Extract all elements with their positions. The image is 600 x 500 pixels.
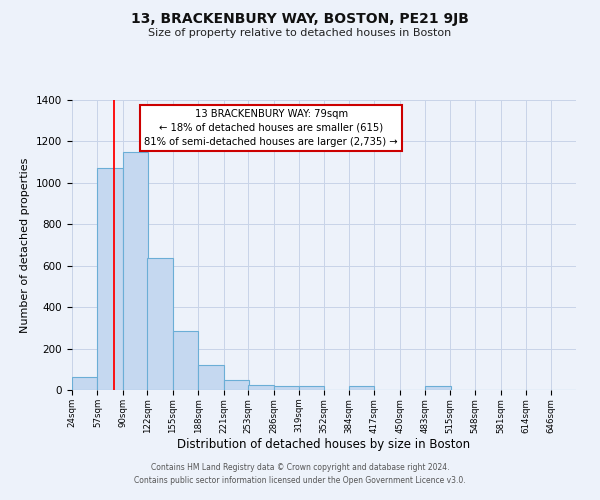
Bar (349, 386, 374, 390)
Text: Size of property relative to detached houses in Boston: Size of property relative to detached ho… (148, 28, 452, 38)
Bar (97, 168, 123, 390)
Bar (224, 380, 249, 390)
Bar (198, 365, 224, 390)
Text: 13, BRACKENBURY WAY, BOSTON, PE21 9JB: 13, BRACKENBURY WAY, BOSTON, PE21 9JB (131, 12, 469, 26)
Bar (72, 376, 97, 390)
Bar (299, 386, 325, 390)
X-axis label: Distribution of detached houses by size in Boston: Distribution of detached houses by size … (178, 438, 470, 451)
Bar (173, 331, 198, 390)
Y-axis label: Number of detached properties: Number of detached properties (20, 158, 31, 332)
Text: Contains public sector information licensed under the Open Government Licence v3: Contains public sector information licen… (134, 476, 466, 485)
Text: Contains HM Land Registry data © Crown copyright and database right 2024.: Contains HM Land Registry data © Crown c… (151, 464, 449, 472)
Bar (248, 385, 274, 390)
Bar (148, 258, 173, 390)
Text: 13 BRACKENBURY WAY: 79sqm
← 18% of detached houses are smaller (615)
81% of semi: 13 BRACKENBURY WAY: 79sqm ← 18% of detac… (144, 108, 398, 146)
Bar (123, 152, 148, 390)
Bar (274, 386, 299, 390)
Bar (425, 386, 451, 390)
